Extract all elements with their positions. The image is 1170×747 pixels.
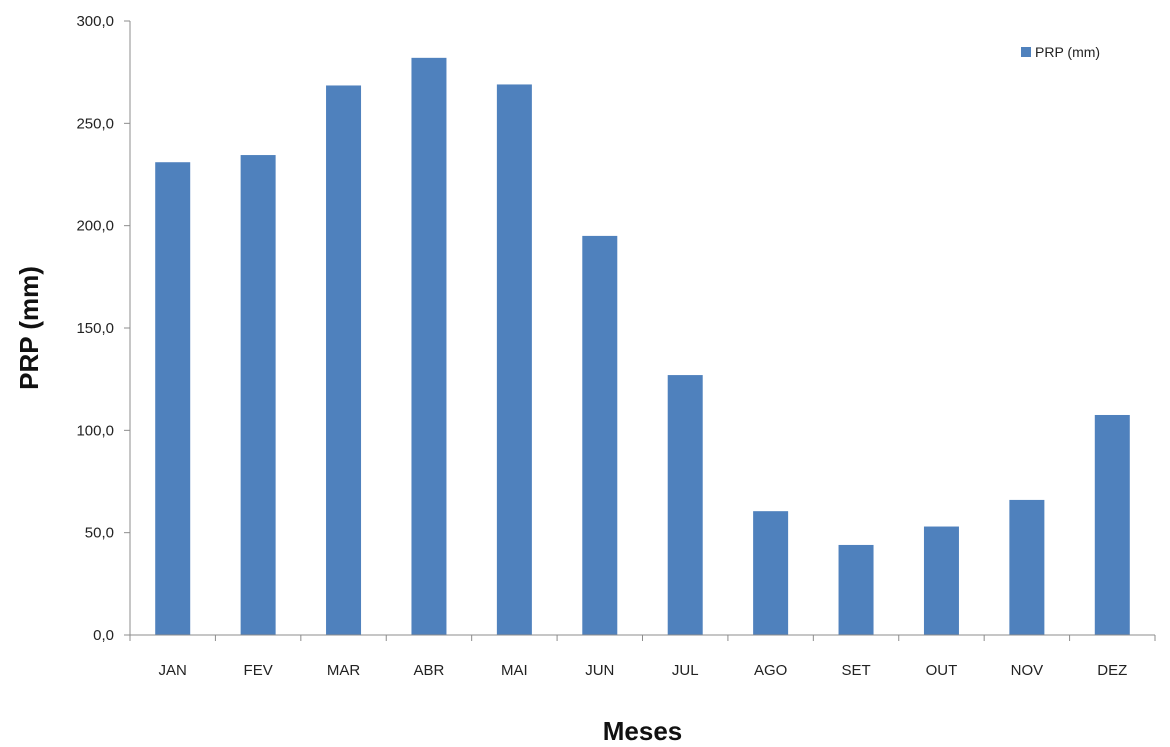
y-tick-label: 150,0 xyxy=(76,320,114,337)
x-tick-label: OUT xyxy=(926,662,958,679)
bar-jul xyxy=(667,375,703,635)
y-tick-label: 50,0 xyxy=(85,525,114,542)
bar-abr xyxy=(411,57,447,635)
bar-series xyxy=(155,57,1130,636)
x-tick-label: NOV xyxy=(1011,662,1044,679)
x-tick-label: MAI xyxy=(501,662,528,679)
bar-jun xyxy=(582,235,618,635)
y-tick-label: 100,0 xyxy=(76,422,114,439)
x-tick-label: FEV xyxy=(244,662,273,679)
x-tick-label: JAN xyxy=(159,662,187,679)
x-tick-label: JUL xyxy=(672,662,699,679)
y-tick-label: 250,0 xyxy=(76,115,114,132)
bar-nov xyxy=(1009,499,1045,635)
legend-label: PRP (mm) xyxy=(1035,44,1100,60)
y-axis-title: PRP (mm) xyxy=(14,266,44,390)
legend-swatch xyxy=(1021,47,1031,57)
x-axis-title: Meses xyxy=(603,716,683,746)
y-axis-ticks: 0,0 50,0 100,0 150,0 200,0 250,0 300,0 xyxy=(76,13,130,644)
x-tick-label: JUN xyxy=(585,662,614,679)
bar-ago xyxy=(753,511,789,635)
x-tick-label: SET xyxy=(841,662,870,679)
bar-jan xyxy=(155,162,191,635)
x-tick-label: MAR xyxy=(327,662,361,679)
x-tick-label: ABR xyxy=(414,662,445,679)
x-tick-label: AGO xyxy=(754,662,787,679)
y-tick-label: 300,0 xyxy=(76,13,114,30)
bar-out xyxy=(923,526,959,635)
x-tick-label: DEZ xyxy=(1097,662,1127,679)
bar-set xyxy=(838,544,874,635)
bar-fev xyxy=(240,155,276,635)
y-tick-label: 0,0 xyxy=(93,627,114,644)
bar-dez xyxy=(1094,414,1130,635)
legend: PRP (mm) xyxy=(1021,44,1100,60)
bar-mar xyxy=(326,85,362,636)
x-axis-ticks: JAN FEV MAR ABR MAI JUN JUL AGO SET OUT NOV DEZ xyxy=(129,635,1156,679)
bar-mai xyxy=(496,84,532,636)
y-tick-label: 200,0 xyxy=(76,218,114,235)
